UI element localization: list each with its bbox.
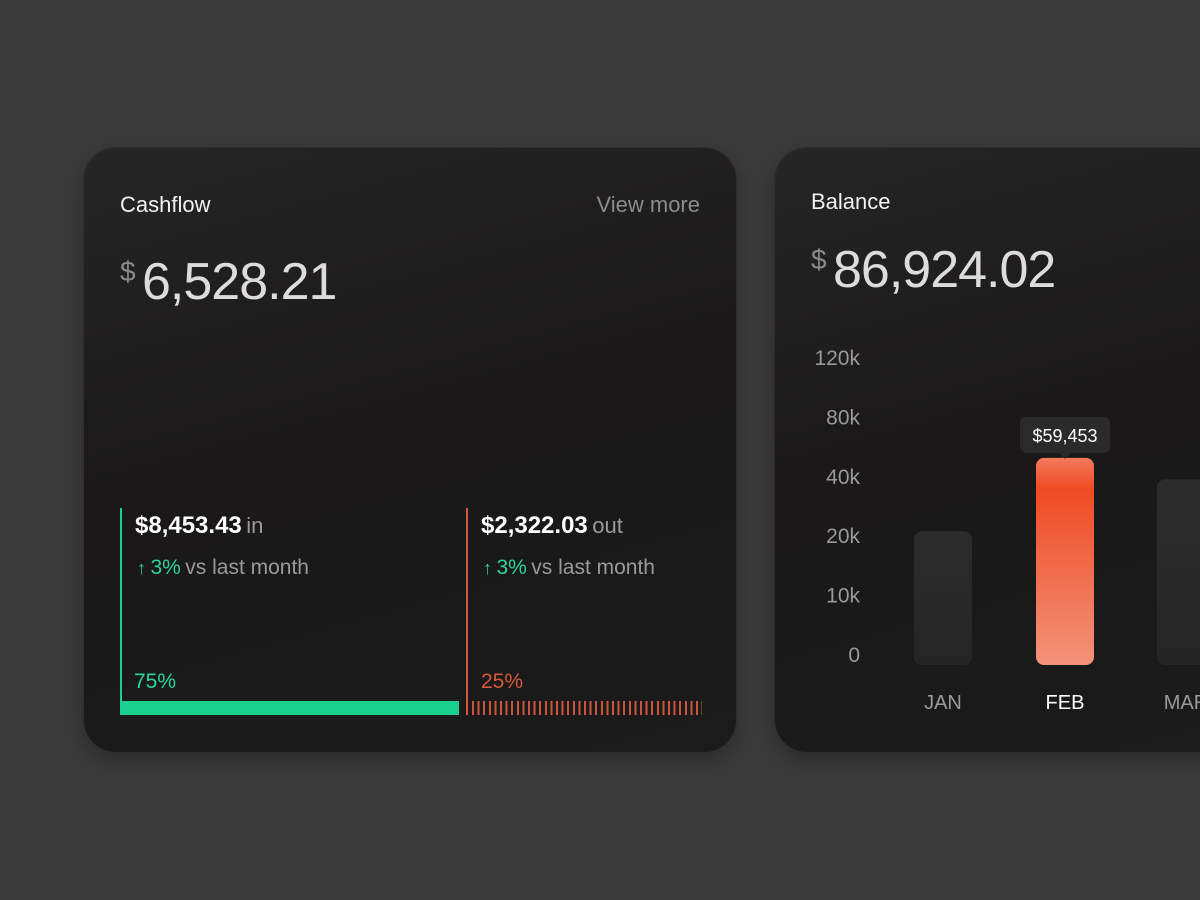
out-summary: $2,322.03 out (481, 512, 623, 540)
y-tick-label: 10k (826, 585, 860, 608)
out-percent: 25% (481, 670, 524, 693)
out-change: ↑ 3% vs last month (483, 556, 655, 580)
y-tick-label: 80k (826, 406, 860, 429)
out-amount: $2,322.03 (481, 512, 588, 539)
cashflow-card: Cashflow View more $ 6,528.21 $8,453.43 … (84, 148, 736, 752)
in-summary: $8,453.43 in (135, 512, 263, 540)
x-tick-label: FEB (1046, 692, 1085, 714)
in-label: in (246, 513, 264, 538)
y-tick-label: 0 (848, 644, 860, 667)
balance-chart: 0 10k 20k 40k 80k 120k JAN FEB $59,453 MAR (814, 347, 1200, 714)
in-amount: $8,453.43 (135, 512, 242, 539)
in-change-value: 3% (150, 556, 181, 579)
currency-symbol: $ (811, 244, 827, 275)
balance-amount: 86,924.02 (833, 241, 1056, 299)
bar (1157, 479, 1200, 665)
cashflow-amount: 6,528.21 (142, 253, 337, 311)
y-tick-label: 20k (826, 525, 860, 548)
out-compare: vs last month (531, 556, 655, 579)
view-more-link[interactable]: View more (596, 192, 700, 217)
in-compare: vs last month (185, 556, 309, 579)
tooltip (1020, 416, 1110, 453)
out-bar (472, 701, 702, 715)
currency-symbol: $ (120, 256, 136, 287)
in-bar (120, 701, 459, 715)
in-percent: 75% (134, 670, 177, 693)
out-change-value: 3% (496, 556, 527, 579)
out-label: out (592, 513, 623, 538)
x-tick-label: MAR (1164, 692, 1200, 714)
bar (914, 531, 972, 665)
card-title: Balance (811, 189, 891, 214)
bar (1036, 457, 1094, 665)
out-divider (466, 508, 468, 715)
tooltip-pointer (1059, 452, 1071, 459)
in-divider (120, 508, 122, 715)
card-title: Cashflow (120, 192, 211, 217)
x-tick-label: JAN (924, 692, 962, 714)
y-tick-label: 40k (826, 466, 860, 489)
arrow-icon: ↑ (483, 558, 492, 578)
value-label: $59,453 (1032, 426, 1097, 446)
y-tick-label: 120k (814, 347, 860, 370)
balance-card: Balance $ 86,924.02 0 10k 20k 40k 80k 120k JAN… (775, 148, 1200, 752)
in-change: ↑ 3% vs last month (137, 556, 309, 580)
arrow-icon: ↑ (137, 558, 146, 578)
